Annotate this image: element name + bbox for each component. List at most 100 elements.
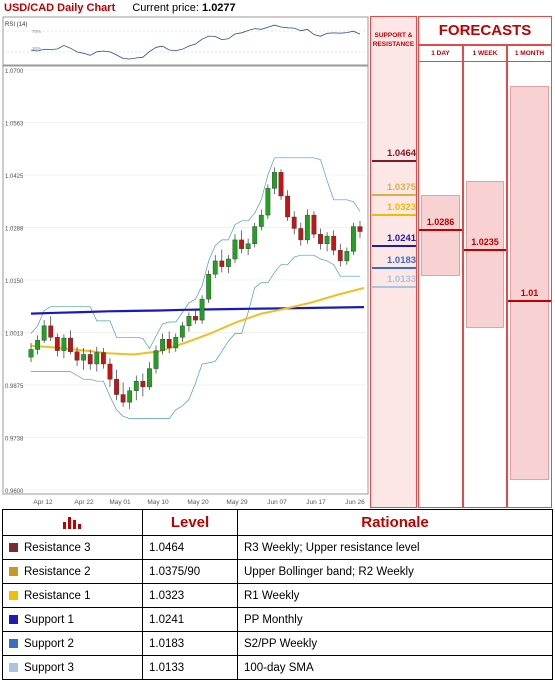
candle-body bbox=[179, 325, 185, 338]
y-tick-label: 1.0013 bbox=[5, 331, 24, 337]
candle-body bbox=[61, 337, 67, 351]
candle-body bbox=[344, 251, 350, 262]
candle-body bbox=[140, 380, 146, 388]
candle-body bbox=[81, 354, 87, 361]
forecast-range-band bbox=[421, 195, 460, 277]
forecast-center-line bbox=[419, 229, 462, 232]
forecast-center-line bbox=[508, 300, 551, 303]
sr-level-value: 1.0464 bbox=[387, 148, 417, 160]
candle-body bbox=[28, 349, 34, 358]
x-tick-label: May 20 bbox=[187, 499, 209, 506]
level-rationale: Upper Bollinger band; R2 Weekly bbox=[237, 559, 553, 584]
rsi-upper-label: 70% bbox=[32, 29, 41, 34]
bar-chart-icon bbox=[62, 516, 81, 529]
rsi-line bbox=[30, 24, 361, 60]
level-value: 1.0323 bbox=[142, 583, 238, 608]
level-rationale: R3 Weekly; Upper resistance level bbox=[237, 535, 553, 560]
candle-body bbox=[54, 337, 60, 351]
candle-body bbox=[232, 239, 238, 260]
candle-body bbox=[265, 188, 271, 216]
level-rationale: R1 Weekly bbox=[237, 583, 553, 608]
sr-level-value: 1.0323 bbox=[387, 201, 417, 213]
candle-body bbox=[272, 172, 277, 189]
bollinger-upper-line bbox=[30, 157, 361, 350]
candle-body bbox=[337, 250, 343, 262]
level-rationale: 100-day SMA bbox=[237, 655, 553, 680]
forecast-range-band bbox=[510, 86, 549, 480]
current-price-label: Current price: bbox=[132, 2, 199, 14]
table-header-icon-cell bbox=[2, 509, 143, 536]
level-color-swatch bbox=[9, 566, 18, 576]
x-tick-label: Jun 17 bbox=[306, 499, 326, 506]
candle-body bbox=[48, 325, 54, 338]
rsi-frame bbox=[2, 16, 369, 66]
candle-body bbox=[87, 354, 93, 365]
chart-title-bar: USD/CAD Daily Chart Current price: 1.027… bbox=[4, 2, 236, 16]
x-tick-label: Jun 26 bbox=[345, 499, 365, 506]
level-name: Resistance 3 bbox=[24, 541, 91, 554]
sr-level-line bbox=[372, 245, 416, 248]
price-chart: RSI (14) 70% 30% 1.0700 1.0563 1.0425 1.0288 1… bbox=[2, 16, 369, 506]
level-value: 1.0375/90 bbox=[142, 559, 238, 584]
candle-body bbox=[258, 214, 264, 227]
candle-body bbox=[120, 394, 126, 403]
candle-body bbox=[318, 233, 323, 244]
table-row: Support 1 1.0241 PP Monthly bbox=[2, 607, 553, 632]
table-header-row: Level Rationale bbox=[2, 509, 553, 536]
table-header-level: Level bbox=[142, 509, 238, 536]
pair-title: USD/CAD Daily Chart bbox=[4, 2, 116, 14]
level-name-cell: Support 3 bbox=[2, 655, 143, 680]
forecast-column-label: 1 DAY bbox=[419, 46, 462, 62]
candle-body bbox=[68, 337, 73, 352]
candle-body bbox=[153, 350, 159, 369]
level-rationale: PP Monthly bbox=[237, 607, 553, 632]
sr-level-value: 1.0375 bbox=[387, 182, 417, 194]
y-tick-label: 1.0288 bbox=[5, 226, 24, 232]
candle-body bbox=[133, 380, 139, 391]
level-value: 1.0241 bbox=[142, 607, 238, 632]
candle-body bbox=[166, 338, 172, 349]
candle-body bbox=[186, 316, 192, 327]
candle-body bbox=[107, 363, 113, 380]
candle-body bbox=[285, 195, 291, 218]
candle-body bbox=[100, 352, 106, 365]
candle-body bbox=[278, 172, 284, 197]
rsi-label: RSI (14) bbox=[5, 22, 27, 28]
candle-body bbox=[225, 258, 231, 267]
y-tick-label: 0.9875 bbox=[5, 384, 24, 390]
table-row: Resistance 2 1.0375/90 Upper Bollinger ban… bbox=[2, 559, 553, 584]
levels-table: Level Rationale Resistance 3 1.0464 R3 Wee… bbox=[2, 509, 553, 680]
sr-level-value: 1.0241 bbox=[387, 233, 417, 245]
candle-body bbox=[357, 226, 363, 232]
candle-body bbox=[331, 235, 337, 251]
candle-body bbox=[193, 316, 198, 321]
level-name-cell: Support 1 bbox=[2, 607, 143, 632]
sr-level-line bbox=[372, 194, 416, 197]
candle-body bbox=[199, 298, 205, 321]
y-tick-label: 1.0563 bbox=[5, 121, 24, 127]
candle-body bbox=[94, 352, 100, 365]
support-resistance-header: SUPPORT & RESISTANCE bbox=[372, 32, 415, 48]
y-tick-label: 0.9600 bbox=[5, 489, 24, 495]
x-tick-label: May 01 bbox=[109, 499, 131, 506]
sr-level-line bbox=[372, 160, 416, 163]
level-name-cell: Resistance 2 bbox=[2, 559, 143, 584]
level-rationale: S2/PP Weekly bbox=[237, 631, 553, 656]
forecast-value: 1.0235 bbox=[471, 236, 499, 247]
candle-body bbox=[173, 337, 179, 349]
forecast-column-label: 1 MONTH bbox=[508, 46, 551, 62]
forecast-value: 1.0286 bbox=[426, 217, 455, 228]
level-name-cell: Support 2 bbox=[2, 631, 143, 656]
sr-level-value: 1.0133 bbox=[387, 274, 417, 286]
y-tick-label: 0.9738 bbox=[5, 436, 24, 442]
table-row: Resistance 3 1.0464 R3 Weekly; Upper resis… bbox=[2, 535, 553, 560]
level-name: Support 2 bbox=[24, 637, 74, 650]
sr-level-line bbox=[372, 213, 416, 216]
level-name: Resistance 2 bbox=[24, 565, 91, 578]
y-tick-label: 1.0425 bbox=[5, 174, 24, 180]
level-color-swatch bbox=[9, 590, 18, 600]
rsi-lower-label: 30% bbox=[32, 46, 41, 51]
y-tick-label: 1.0700 bbox=[5, 69, 24, 75]
level-name-cell: Resistance 3 bbox=[2, 535, 143, 560]
x-tick-label: May 10 bbox=[147, 499, 169, 506]
